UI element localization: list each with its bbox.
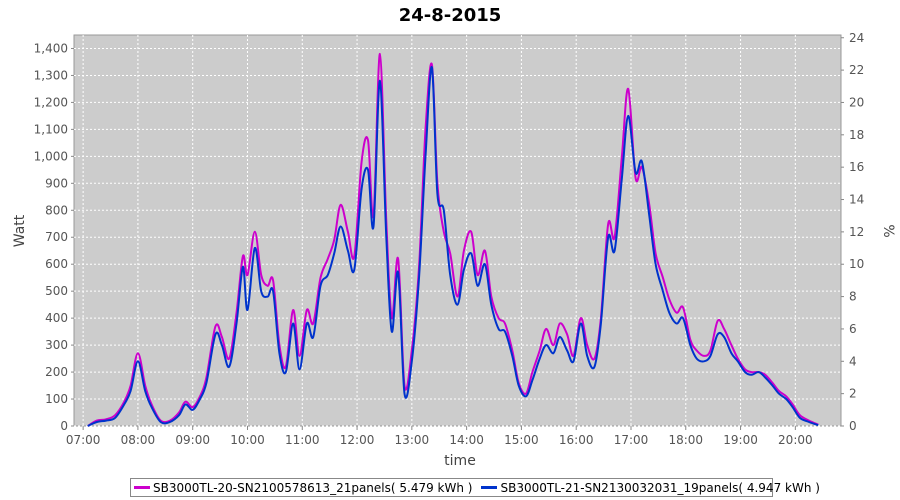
y-tick-label: 800 (45, 203, 68, 217)
y-tick-label: 300 (45, 338, 68, 352)
x-tick-label: 08:00 (121, 433, 156, 447)
y-axis-label: Watt (12, 214, 28, 247)
y-tick-label: 700 (45, 230, 68, 244)
y-tick-label: 1,100 (34, 122, 68, 136)
x-tick-label: 11:00 (285, 433, 320, 447)
series-layer (87, 52, 819, 427)
legend-label-series-2: SB3000TL-21-SN2130032031_19panels( 4.947… (500, 480, 820, 495)
legend-swatch-series-1 (134, 486, 150, 489)
legend-label-series-1: SB3000TL-20-SN2100578613_21panels( 5.479… (153, 480, 473, 495)
y2-tick-label: 8 (849, 290, 857, 304)
chart-title: 24-8-2015 (399, 5, 502, 26)
y2-tick-label: 16 (849, 160, 864, 174)
x-tick-label: 18:00 (668, 433, 703, 447)
y2-tick-label: 10 (849, 257, 864, 271)
series-line-1 (87, 52, 819, 427)
x-tick-label: 19:00 (723, 433, 758, 447)
x-tick-label: 10:00 (230, 433, 265, 447)
legend-item-series-2: SB3000TL-21-SN2130032031_19panels( 4.947… (481, 480, 820, 495)
legend-swatch-series-2 (481, 486, 498, 489)
y-tick-label: 900 (45, 176, 68, 190)
y-tick-label: 1,000 (34, 149, 68, 163)
x-tick-label: 15:00 (504, 433, 539, 447)
y-tick-label: 1,200 (34, 95, 68, 109)
y2-tick-label: 2 (849, 387, 857, 401)
y2-tick-label: 12 (849, 225, 864, 239)
y-tick-label: 1,400 (34, 41, 68, 55)
x-tick-label: 13:00 (395, 433, 430, 447)
x-axis-label: time (444, 453, 476, 469)
legend-item-series-1: SB3000TL-20-SN2100578613_21panels( 5.479… (134, 481, 472, 495)
y-tick-label: 100 (45, 392, 68, 406)
y2-tick-label: 18 (849, 128, 864, 142)
y-tick-label: 0 (60, 419, 68, 433)
legend: SB3000TL-20-SN2100578613_21panels( 5.479… (130, 478, 820, 497)
x-tick-label: 20:00 (778, 433, 813, 447)
y-tick-label: 600 (45, 257, 68, 271)
x-axis-ticks: 07:00 08:00 09:00 10:00 11:00 12:00 13:00 14:00… (66, 426, 813, 447)
x-tick-label: 16:00 (559, 433, 594, 447)
y2-axis-label: % (880, 224, 896, 237)
y2-tick-label: 24 (849, 31, 864, 45)
series-line-2 (87, 66, 819, 427)
x-tick-label: 07:00 (66, 433, 101, 447)
y2-tick-label: 4 (849, 354, 857, 368)
y2-tick-label: 22 (849, 63, 864, 77)
y-axis-ticks: 0 100 200 300 400 500 600 700 800 900 1,000 1,100 1,… (34, 41, 74, 433)
y-tick-label: 1,300 (34, 68, 68, 82)
x-tick-label: 17:00 (614, 433, 649, 447)
x-tick-label: 14:00 (449, 433, 484, 447)
x-tick-label: 12:00 (340, 433, 375, 447)
y2-tick-label: 0 (849, 419, 857, 433)
y-tick-label: 400 (45, 311, 68, 325)
y2-tick-label: 14 (849, 193, 864, 207)
y-tick-label: 500 (45, 284, 68, 298)
y2-tick-label: 20 (849, 95, 864, 109)
x-tick-label: 09:00 (175, 433, 210, 447)
y-tick-label: 200 (45, 365, 68, 379)
y2-tick-label: 6 (849, 322, 857, 336)
plot-area (73, 34, 842, 427)
